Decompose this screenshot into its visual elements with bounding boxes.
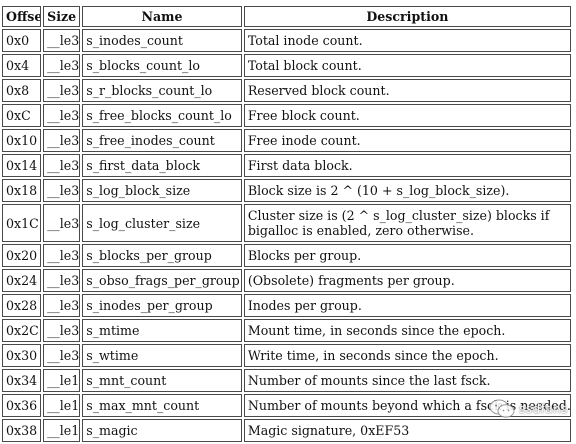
cell-description: First data block. <box>243 154 571 177</box>
cell-description: Mount time, in seconds since the epoch. <box>243 319 571 342</box>
table-header-row: Offset Size Name Description <box>2 6 571 27</box>
cell-description: Total block count. <box>243 54 571 77</box>
cell-offset: 0x0 <box>2 29 42 52</box>
cell-description: Total inode count. <box>243 29 571 52</box>
header-description: Description <box>243 6 571 27</box>
cell-offset: 0x18 <box>2 179 42 202</box>
cell-name: s_log_block_size <box>82 179 242 202</box>
cell-size: __le32 <box>43 129 81 152</box>
cell-size: __le32 <box>43 154 81 177</box>
watermark-text: ssdfans <box>518 402 568 416</box>
cell-description: Inodes per group. <box>243 294 571 317</box>
cell-description: Cluster size is (2 ^ s_log_cluster_size)… <box>243 204 571 242</box>
cell-offset: 0x24 <box>2 269 42 292</box>
cell-offset: 0x34 <box>2 369 42 392</box>
cell-size: __le32 <box>43 344 81 367</box>
cell-offset: 0x30 <box>2 344 42 367</box>
cell-description: Blocks per group. <box>243 244 571 267</box>
cell-offset: 0x20 <box>2 244 42 267</box>
cell-offset: 0x10 <box>2 129 42 152</box>
cell-offset: 0xC <box>2 104 42 127</box>
cell-name: s_blocks_per_group <box>82 244 242 267</box>
cell-offset: 0x4 <box>2 54 42 77</box>
cell-description: Number of mounts beyond which a fsck is … <box>243 394 571 417</box>
cell-size: __le16 <box>43 419 81 442</box>
cell-size: __le32 <box>43 79 81 102</box>
cell-offset: 0x38 <box>2 419 42 442</box>
cell-name: s_max_mnt_count <box>82 394 242 417</box>
header-size: Size <box>43 6 81 27</box>
cell-name: s_obso_frags_per_group <box>82 269 242 292</box>
cell-name: s_free_blocks_count_lo <box>82 104 242 127</box>
cell-description: (Obsolete) fragments per group. <box>243 269 571 292</box>
cell-name: s_mnt_count <box>82 369 242 392</box>
cell-description: Free block count. <box>243 104 571 127</box>
cell-size: __le32 <box>43 204 81 242</box>
cell-name: s_magic <box>82 419 242 442</box>
cell-offset: 0x28 <box>2 294 42 317</box>
cell-name: s_inodes_count <box>82 29 242 52</box>
cell-size: __le16 <box>43 369 81 392</box>
header-name: Name <box>82 6 242 27</box>
cell-size: __le16 <box>43 394 81 417</box>
cell-name: s_wtime <box>82 344 242 367</box>
cell-name: s_first_data_block <box>82 154 242 177</box>
cell-size: __le32 <box>43 104 81 127</box>
cell-size: __le32 <box>43 269 81 292</box>
cell-description: Magic signature, 0xEF53 <box>243 419 571 442</box>
cell-name: s_mtime <box>82 319 242 342</box>
cell-description: Block size is 2 ^ (10 + s_log_block_size… <box>243 179 571 202</box>
cell-name: s_r_blocks_count_lo <box>82 79 242 102</box>
cell-size: __le32 <box>43 294 81 317</box>
cell-size: __le32 <box>43 54 81 77</box>
watermark: ssdfans <box>489 399 568 419</box>
cell-name: s_inodes_per_group <box>82 294 242 317</box>
cell-description: Write time, in seconds since the epoch. <box>243 344 571 367</box>
cell-name: s_free_inodes_count <box>82 129 242 152</box>
cell-name: s_log_cluster_size <box>82 204 242 242</box>
cell-offset: 0x14 <box>2 154 42 177</box>
cell-name: s_blocks_count_lo <box>82 54 242 77</box>
superblock-table-container: Offset Size Name Description 0x0__le32s_… <box>0 4 576 444</box>
table-row: 0x24__le32s_obso_frags_per_group(Obsolet… <box>2 269 571 292</box>
cell-description: Number of mounts since the last fsck. <box>243 369 571 392</box>
cell-description: Reserved block count. <box>243 79 571 102</box>
cell-size: __le32 <box>43 29 81 52</box>
header-offset: Offset <box>2 6 42 27</box>
superblock-fields-table: Offset Size Name Description 0x0__le32s_… <box>0 4 573 444</box>
cell-size: __le32 <box>43 179 81 202</box>
cell-offset: 0x8 <box>2 79 42 102</box>
wechat-logo-icon <box>489 399 515 418</box>
cell-size: __le32 <box>43 319 81 342</box>
cell-description: Free inode count. <box>243 129 571 152</box>
cell-size: __le32 <box>43 244 81 267</box>
cell-offset: 0x2C <box>2 319 42 342</box>
cell-offset: 0x1C <box>2 204 42 242</box>
cell-offset: 0x36 <box>2 394 42 417</box>
